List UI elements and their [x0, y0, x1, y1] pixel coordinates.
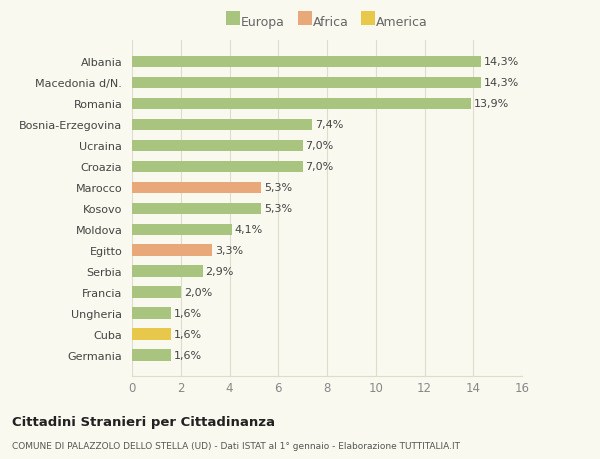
- Bar: [132, 119, 313, 131]
- Legend: Europa, Africa, America: Europa, Africa, America: [221, 11, 433, 34]
- Text: 1,6%: 1,6%: [174, 330, 202, 340]
- Bar: [132, 287, 181, 298]
- Bar: [132, 224, 232, 235]
- Text: 7,0%: 7,0%: [305, 141, 334, 151]
- Bar: [132, 350, 171, 361]
- Text: 14,3%: 14,3%: [484, 78, 519, 88]
- Text: 14,3%: 14,3%: [484, 57, 519, 67]
- Bar: [132, 161, 302, 173]
- Text: 4,1%: 4,1%: [235, 225, 263, 235]
- Bar: [132, 56, 481, 68]
- Bar: [132, 245, 212, 257]
- Bar: [132, 203, 261, 215]
- Bar: [132, 329, 171, 340]
- Text: 7,0%: 7,0%: [305, 162, 334, 172]
- Text: Cittadini Stranieri per Cittadinanza: Cittadini Stranieri per Cittadinanza: [12, 415, 275, 428]
- Text: 2,0%: 2,0%: [184, 288, 212, 297]
- Text: 7,4%: 7,4%: [316, 120, 344, 130]
- Text: 13,9%: 13,9%: [474, 99, 509, 109]
- Bar: [132, 308, 171, 319]
- Text: 1,6%: 1,6%: [174, 350, 202, 360]
- Bar: [132, 78, 481, 89]
- Text: 3,3%: 3,3%: [215, 246, 244, 256]
- Bar: [132, 182, 261, 194]
- Text: 5,3%: 5,3%: [264, 204, 292, 214]
- Bar: [132, 98, 471, 110]
- Text: COMUNE DI PALAZZOLO DELLO STELLA (UD) - Dati ISTAT al 1° gennaio - Elaborazione : COMUNE DI PALAZZOLO DELLO STELLA (UD) - …: [12, 441, 460, 450]
- Text: 5,3%: 5,3%: [264, 183, 292, 193]
- Bar: [132, 140, 302, 152]
- Text: 2,9%: 2,9%: [206, 267, 234, 277]
- Bar: [132, 266, 203, 277]
- Text: 1,6%: 1,6%: [174, 308, 202, 319]
